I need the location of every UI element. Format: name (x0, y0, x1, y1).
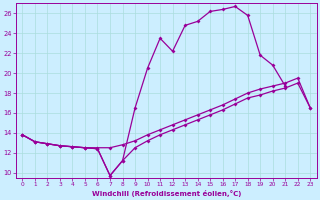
X-axis label: Windchill (Refroidissement éolien,°C): Windchill (Refroidissement éolien,°C) (92, 190, 241, 197)
